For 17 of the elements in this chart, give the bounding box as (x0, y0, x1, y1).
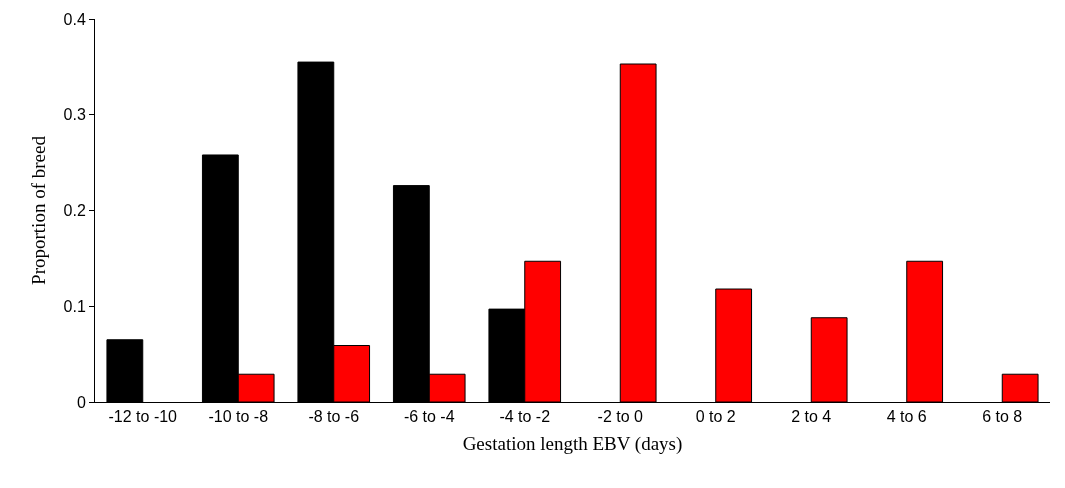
x-tick-label: -12 to -10 (108, 408, 178, 426)
x-tick-label: -8 to -6 (308, 408, 360, 426)
y-tick-label: 0.2 (63, 202, 86, 220)
x-axis-title: Gestation length EBV (days) (462, 433, 683, 455)
x-tick-label: -6 to -4 (403, 408, 455, 426)
y-axis-title: Proportion of breed (28, 135, 50, 285)
y-tick-label: 0.3 (63, 106, 86, 124)
x-tick-label: 4 to 6 (886, 408, 927, 426)
x-tick-label: -2 to 0 (597, 408, 644, 426)
x-tick-label: 2 to 4 (791, 408, 832, 426)
x-tick-label: -4 to -2 (499, 408, 551, 426)
x-tick-label: -10 to -8 (208, 408, 269, 426)
x-tick-label: 6 to 8 (982, 408, 1023, 426)
y-tick-label: 0 (76, 393, 86, 411)
y-tick-label: 0.1 (63, 297, 86, 315)
y-tick-label: 0.4 (63, 10, 86, 28)
x-tick-label: 0 to 2 (695, 408, 736, 426)
